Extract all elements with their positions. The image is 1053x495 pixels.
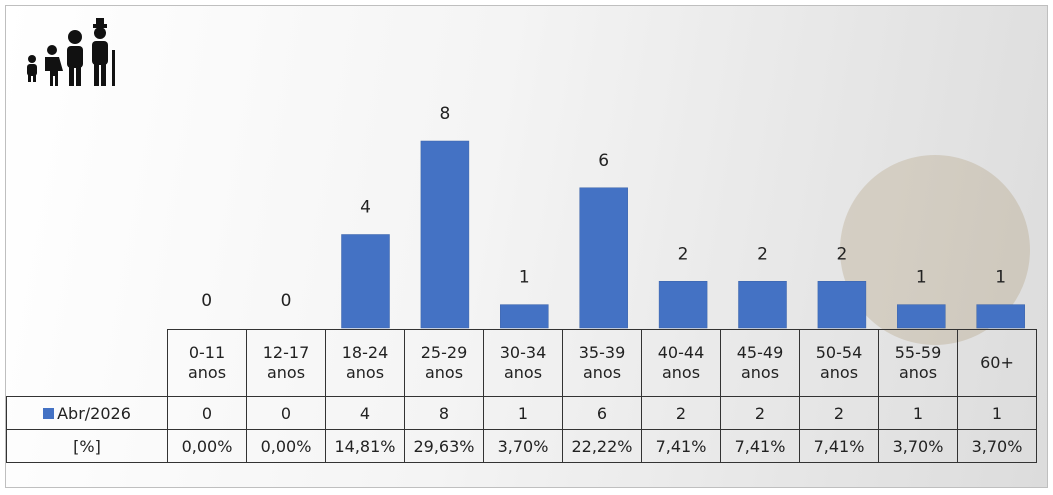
table-value: 0 xyxy=(247,397,326,430)
table-value: 0 xyxy=(168,397,247,430)
table-value: 1 xyxy=(879,397,958,430)
legend-key xyxy=(43,408,54,419)
table-value: 1 xyxy=(958,397,1037,430)
bar xyxy=(739,281,787,328)
table-percent: 29,63% xyxy=(405,430,484,463)
bar xyxy=(818,281,866,328)
table-value: 2 xyxy=(721,397,800,430)
table-value: 2 xyxy=(800,397,879,430)
category-label: 25-29 anos xyxy=(405,330,484,397)
series-label: Abr/2026 xyxy=(7,397,168,430)
data-label: 2 xyxy=(678,244,689,264)
bar xyxy=(659,281,707,328)
category-label: 18-24 anos xyxy=(326,330,405,397)
bar xyxy=(977,305,1025,328)
bar xyxy=(421,141,469,328)
bar xyxy=(500,305,548,328)
bar xyxy=(342,235,390,329)
table-percent: 0,00% xyxy=(247,430,326,463)
table-percent: 7,41% xyxy=(800,430,879,463)
data-label: 0 xyxy=(281,291,292,311)
data-label: 2 xyxy=(757,244,768,264)
table-percent: 7,41% xyxy=(721,430,800,463)
table-percent: 0,00% xyxy=(168,430,247,463)
category-label: 12-17 anos xyxy=(247,330,326,397)
data-label: 1 xyxy=(916,268,927,288)
bar xyxy=(580,188,628,328)
category-label: 30-34 anos xyxy=(484,330,563,397)
data-label: 1 xyxy=(519,268,530,288)
table-value: 1 xyxy=(484,397,563,430)
category-label: 35-39 anos xyxy=(563,330,642,397)
row-label: [%] xyxy=(7,430,168,463)
category-label: 55-59 anos xyxy=(879,330,958,397)
table-value: 8 xyxy=(405,397,484,430)
category-label: 40-44 anos xyxy=(642,330,721,397)
table-value: 4 xyxy=(326,397,405,430)
family-icon xyxy=(27,18,115,86)
table-percent: 22,22% xyxy=(563,430,642,463)
table-percent: 3,70% xyxy=(958,430,1037,463)
data-label: 1 xyxy=(995,268,1006,288)
data-label: 2 xyxy=(836,244,847,264)
data-label: 0 xyxy=(201,291,212,311)
table-value: 6 xyxy=(563,397,642,430)
category-label: 60+ xyxy=(958,330,1037,397)
category-label: 0-11 anos xyxy=(168,330,247,397)
data-label: 8 xyxy=(439,104,450,124)
page: 00481622211 0-11 anos12-17 anos18-24 ano… xyxy=(0,0,1053,495)
category-label: 45-49 anos xyxy=(721,330,800,397)
table-percent: 3,70% xyxy=(484,430,563,463)
table-percent: 14,81% xyxy=(326,430,405,463)
table-percent: 3,70% xyxy=(879,430,958,463)
table-value: 2 xyxy=(642,397,721,430)
empty-cell xyxy=(7,330,168,397)
data-label: 6 xyxy=(598,151,609,171)
legend-label: Abr/2026 xyxy=(57,404,131,423)
data-label: 4 xyxy=(360,198,371,218)
category-label: 50-54 anos xyxy=(800,330,879,397)
bar xyxy=(897,305,945,328)
table-percent: 7,41% xyxy=(642,430,721,463)
